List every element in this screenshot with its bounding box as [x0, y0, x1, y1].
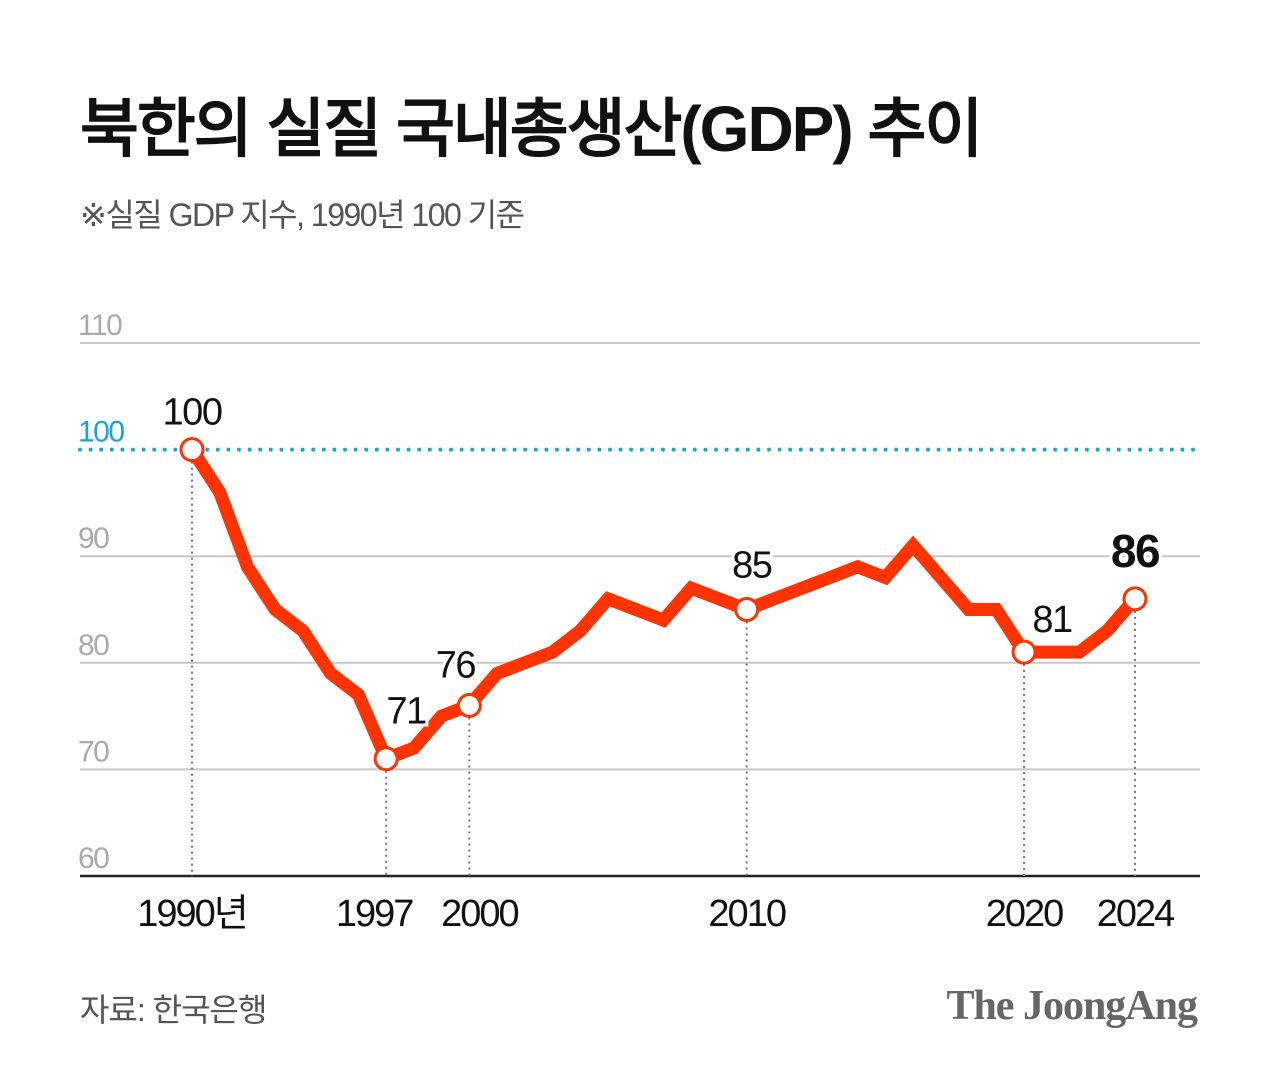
data-point-marker [1122, 586, 1148, 612]
x-tick-label: 2024 [1097, 893, 1175, 935]
joongang-logo: The JoongAng [946, 983, 1198, 1029]
chart-title: 북한의 실질 국내총생산(GDP) 추이 [80, 93, 983, 165]
x-tick-label: 2020 [986, 893, 1063, 935]
data-point-marker [1011, 639, 1037, 665]
data-label: 81 [1032, 599, 1072, 641]
y-tick-label: 70 [78, 735, 109, 768]
x-tick-label: 2010 [708, 893, 785, 935]
data-point-marker [179, 437, 205, 463]
y-tick-label: 80 [78, 629, 109, 662]
data-label: 86 [1111, 525, 1159, 577]
y-tick-label: 100 [78, 416, 124, 449]
data-label: 85 [732, 545, 772, 587]
x-tick-label: 1997 [336, 893, 413, 935]
data-label: 71 [387, 691, 427, 733]
data-point-marker [734, 597, 760, 622]
source-note: 자료: 한국은행 [80, 992, 267, 1028]
y-tick-label: 90 [78, 522, 109, 555]
data-label: 100 [163, 392, 222, 434]
data-point-marker [456, 692, 482, 718]
gdp-series-line [185, 443, 1142, 768]
chart-subtitle: ※실질 GDP 지수, 1990년 100 기준 [80, 197, 525, 233]
y-tick-label: 60 [78, 842, 109, 875]
data-label: 76 [436, 644, 476, 686]
x-tick-label: 2000 [441, 893, 518, 935]
data-point-marker [373, 746, 399, 772]
y-tick-label: 110 [78, 309, 122, 342]
x-tick-label: 1990년 [137, 893, 247, 935]
